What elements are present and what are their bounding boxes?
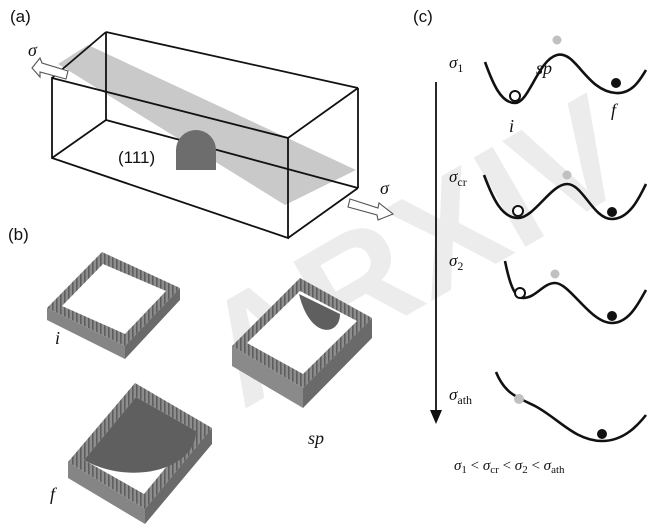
- plane-label: (111): [118, 148, 155, 167]
- stress-arrow-left: [31, 56, 69, 80]
- initial-state-marker-2: [514, 287, 526, 299]
- saddle-marker-2: [550, 269, 560, 279]
- panel-a-label: (a): [10, 7, 31, 26]
- state-label-final: f: [50, 484, 58, 504]
- energy-curve-ath: [494, 371, 648, 443]
- cube-initial: [47, 252, 180, 359]
- energy-curve-1: [483, 53, 648, 105]
- stress-arrow-right: [347, 198, 395, 221]
- final-state-marker-ath: [597, 429, 607, 439]
- curve-label-final: f: [611, 100, 619, 120]
- stress-label-ath: σath: [449, 385, 472, 407]
- cube-saddle: [232, 278, 372, 408]
- slip-plane: [58, 45, 356, 205]
- stress-symbol-left: σ: [28, 40, 38, 60]
- saddle-marker-cr: [562, 170, 572, 180]
- panel-c: (c) σ1 σcr σ2 σath sp i f σ1 < σcr < σ2 …: [413, 7, 648, 476]
- saddle-loop: [299, 294, 340, 330]
- curve-label-initial: i: [509, 116, 514, 136]
- final-state-marker-cr: [607, 207, 617, 217]
- dislocation-loop: [176, 130, 216, 170]
- initial-state-marker-1: [509, 90, 521, 102]
- final-loop: [84, 397, 196, 473]
- initial-state-marker-cr: [512, 205, 524, 217]
- stress-label-cr: σcr: [449, 167, 467, 189]
- state-label-saddle: sp: [308, 428, 324, 448]
- panel-b: (b) i sp f: [8, 225, 372, 524]
- stress-axis-arrowhead: [430, 410, 442, 424]
- final-state-marker-1: [611, 78, 621, 88]
- final-state-marker-2: [607, 311, 617, 321]
- stress-label-2: σ2: [449, 251, 463, 273]
- panel-b-label: (b): [8, 225, 29, 244]
- stress-label-1: σ1: [449, 53, 463, 75]
- state-label-initial: i: [55, 328, 60, 348]
- curve-label-saddle: sp: [536, 58, 552, 78]
- stress-symbol-right: σ: [380, 178, 390, 198]
- stress-inequality: σ1 < σcr < σ2 < σath: [454, 458, 565, 476]
- box-front-edges: [51, 76, 359, 240]
- panel-c-label: (c): [413, 7, 433, 26]
- saddle-marker-ath: [514, 394, 524, 404]
- saddle-marker-1: [552, 35, 562, 45]
- panel-a: (a) (111) σ σ: [10, 7, 395, 240]
- energy-curve-cr: [482, 174, 648, 221]
- cube-final: [68, 383, 212, 524]
